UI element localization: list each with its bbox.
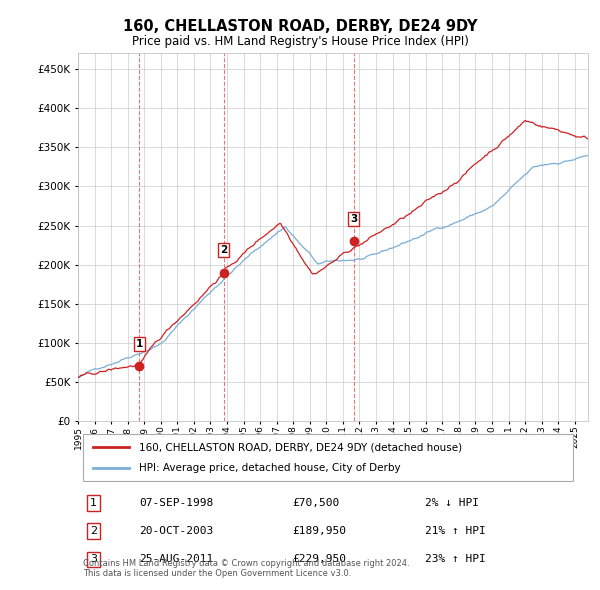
Text: £189,950: £189,950: [292, 526, 346, 536]
Text: 1: 1: [136, 339, 143, 349]
Text: 1: 1: [90, 498, 97, 508]
Text: 07-SEP-1998: 07-SEP-1998: [139, 498, 214, 508]
Text: 160, CHELLASTON ROAD, DERBY, DE24 9DY: 160, CHELLASTON ROAD, DERBY, DE24 9DY: [123, 19, 477, 34]
Text: £229,950: £229,950: [292, 555, 346, 565]
Text: Price paid vs. HM Land Registry's House Price Index (HPI): Price paid vs. HM Land Registry's House …: [131, 35, 469, 48]
Text: 2: 2: [220, 245, 227, 255]
Text: Contains HM Land Registry data © Crown copyright and database right 2024.
This d: Contains HM Land Registry data © Crown c…: [83, 559, 410, 578]
Text: 3: 3: [350, 214, 357, 224]
Text: 3: 3: [90, 555, 97, 565]
Text: £70,500: £70,500: [292, 498, 340, 508]
Text: 25-AUG-2011: 25-AUG-2011: [139, 555, 214, 565]
Text: 2: 2: [90, 526, 97, 536]
Text: 23% ↑ HPI: 23% ↑ HPI: [425, 555, 485, 565]
Text: 2% ↓ HPI: 2% ↓ HPI: [425, 498, 479, 508]
FancyBboxPatch shape: [83, 434, 573, 481]
Text: HPI: Average price, detached house, City of Derby: HPI: Average price, detached house, City…: [139, 463, 401, 473]
Text: 21% ↑ HPI: 21% ↑ HPI: [425, 526, 485, 536]
Text: 160, CHELLASTON ROAD, DERBY, DE24 9DY (detached house): 160, CHELLASTON ROAD, DERBY, DE24 9DY (d…: [139, 442, 463, 452]
Text: 20-OCT-2003: 20-OCT-2003: [139, 526, 214, 536]
